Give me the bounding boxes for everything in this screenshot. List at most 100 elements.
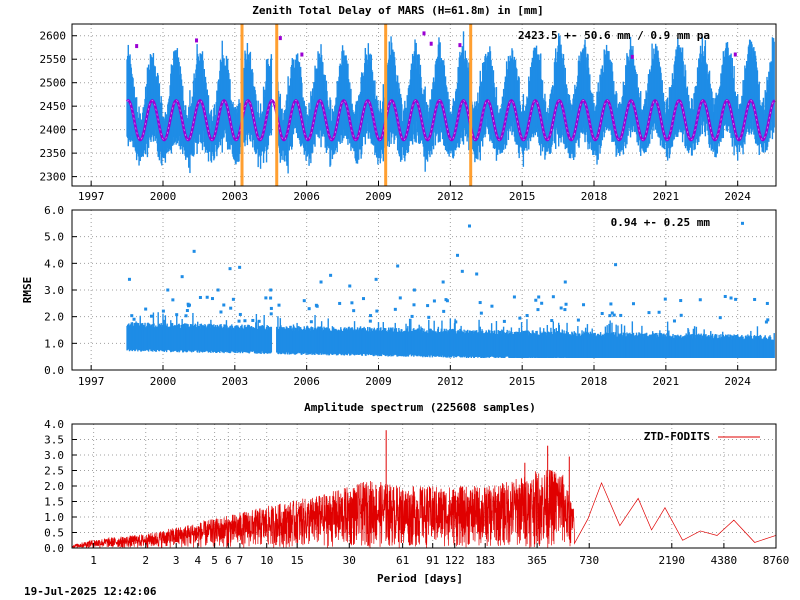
rmse-point: [766, 318, 770, 322]
rmse-point: [368, 319, 372, 323]
spectrum-xtick-label: 5: [211, 554, 218, 567]
rmse-point: [251, 318, 255, 322]
spectrum-ticks: 1 2 3 4 5 6 7 10 15 30 61 91 122 183 365 730 2190 4380 876…: [44, 418, 789, 567]
timestamp: 19-Jul-2025 12:42:06: [24, 585, 157, 598]
ztd-xtick-label: 2021: [653, 190, 680, 203]
rmse-outlier-point: [460, 269, 464, 273]
rmse-point: [444, 298, 448, 302]
rmse-point: [269, 312, 273, 316]
rmse-point: [361, 297, 365, 301]
rmse-point: [478, 301, 482, 305]
rmse-outlier-point: [238, 265, 242, 269]
rmse-outlier-point: [302, 299, 306, 303]
spectrum-ytick-label: 1.0: [44, 511, 64, 524]
ztd-outlier-point: [422, 31, 426, 36]
rmse-point: [679, 299, 683, 303]
rmse-point: [723, 294, 727, 298]
spectrum-ytick-label: 3.5: [44, 434, 64, 447]
rmse-point: [426, 304, 430, 308]
ztd-xtick-label: 2006: [293, 190, 320, 203]
rmse-outlier-point: [412, 288, 416, 292]
rmse-point: [187, 304, 191, 308]
rmse-panel: 1997 2000 2003 2006 2009 2012 2015 2018 2021 2024…: [21, 204, 777, 388]
rmse-point: [257, 319, 261, 323]
rmse-outlier-point: [467, 224, 471, 228]
ztd-fit-highlight: [126, 100, 775, 141]
ztd-outlier-point: [630, 54, 634, 59]
ztd-xtick-label: 2000: [150, 190, 177, 203]
rmse-point: [149, 314, 153, 318]
ztd-xtick-label: 2009: [365, 190, 392, 203]
rmse-xtick-label: 2000: [150, 375, 177, 388]
rmse-ytick-label: 6.0: [44, 204, 64, 217]
rmse-ytick-label: 3.0: [44, 284, 64, 297]
ztd-ytick-label: 2450: [40, 100, 67, 113]
rmse-point: [277, 303, 281, 307]
spectrum-title: Amplitude spectrum (225608 samples): [304, 401, 536, 414]
spectrum-xtick-label: 1: [90, 554, 97, 567]
rmse-point: [657, 310, 661, 314]
rmse-point: [564, 302, 568, 306]
rmse-point: [479, 311, 483, 315]
rmse-point: [512, 295, 516, 299]
rmse-point: [536, 308, 540, 312]
rmse-point: [219, 310, 223, 314]
rmse-xtick-label: 2012: [437, 375, 464, 388]
rmse-point: [375, 309, 379, 313]
rmse-point: [269, 296, 273, 300]
rmse-point: [600, 311, 604, 315]
rmse-point: [161, 309, 165, 313]
rmse-point: [582, 303, 586, 307]
rmse-outlier-point: [475, 272, 479, 276]
spectrum-xtick-label: 4: [195, 554, 202, 567]
rmse-point: [612, 313, 616, 317]
rmse-point: [352, 309, 356, 313]
rmse-point: [350, 301, 354, 305]
spectrum-panel: Amplitude spectrum (225608 samples) 1 2 3 4…: [44, 401, 789, 585]
rmse-outlier-point: [764, 320, 768, 324]
rmse-point: [540, 301, 544, 305]
rmse-xtick-label: 2024: [724, 375, 751, 388]
ztd-ytick-label: 2300: [40, 171, 67, 184]
rmse-point: [631, 302, 635, 306]
rmse-point: [647, 311, 651, 315]
ztd-frame: [71, 23, 777, 187]
rmse-point: [610, 311, 614, 315]
spectrum-xtick-label: 6: [225, 554, 232, 567]
rmse-point: [198, 295, 202, 299]
ztd-panel: Zenith Total Delay of MARS (H=61.8m) in …: [40, 4, 777, 203]
spectrum-xtick-label: 91: [426, 554, 439, 567]
ztd-xtick-label: 1997: [78, 190, 105, 203]
rmse-point: [410, 314, 414, 318]
spectrum-xtick-label: 4380: [711, 554, 738, 567]
rmse-point: [132, 317, 136, 321]
rmse-outlier-point: [396, 264, 400, 268]
rmse-point: [222, 303, 226, 307]
rmse-point: [309, 320, 313, 324]
ztd-outlier-point: [195, 38, 199, 43]
spectrum-xlabel: Period [days]: [377, 572, 463, 585]
rmse-point: [186, 302, 190, 306]
ztd-ytick-label: 2600: [40, 30, 67, 43]
rmse-outlier-point: [374, 277, 378, 281]
rmse-point: [609, 302, 613, 306]
rmse-outlier-point: [269, 288, 273, 292]
rmse-outlier-point: [456, 253, 460, 257]
spectrum-xtick-label: 15: [291, 554, 304, 567]
ztd-outlier-point: [733, 52, 737, 57]
rmse-point: [144, 307, 148, 311]
rmse-ylabel: RMSE: [21, 277, 34, 304]
rmse-outlier-point: [180, 275, 184, 279]
spectrum-xtick-label: 730: [579, 554, 599, 567]
ztd-xtick-label: 2003: [222, 190, 249, 203]
rmse-point: [171, 298, 175, 302]
rmse-point: [576, 318, 580, 322]
ztd-fit-curve: [126, 31, 776, 142]
rmse-point: [338, 301, 342, 305]
spectrum-ytick-label: 0.0: [44, 542, 64, 555]
rmse-xtick-label: 2018: [581, 375, 608, 388]
rmse-point: [264, 296, 268, 300]
rmse-xtick-label: 2009: [365, 375, 392, 388]
rmse-point: [184, 314, 188, 318]
ztd-ytick-label: 2550: [40, 53, 67, 66]
